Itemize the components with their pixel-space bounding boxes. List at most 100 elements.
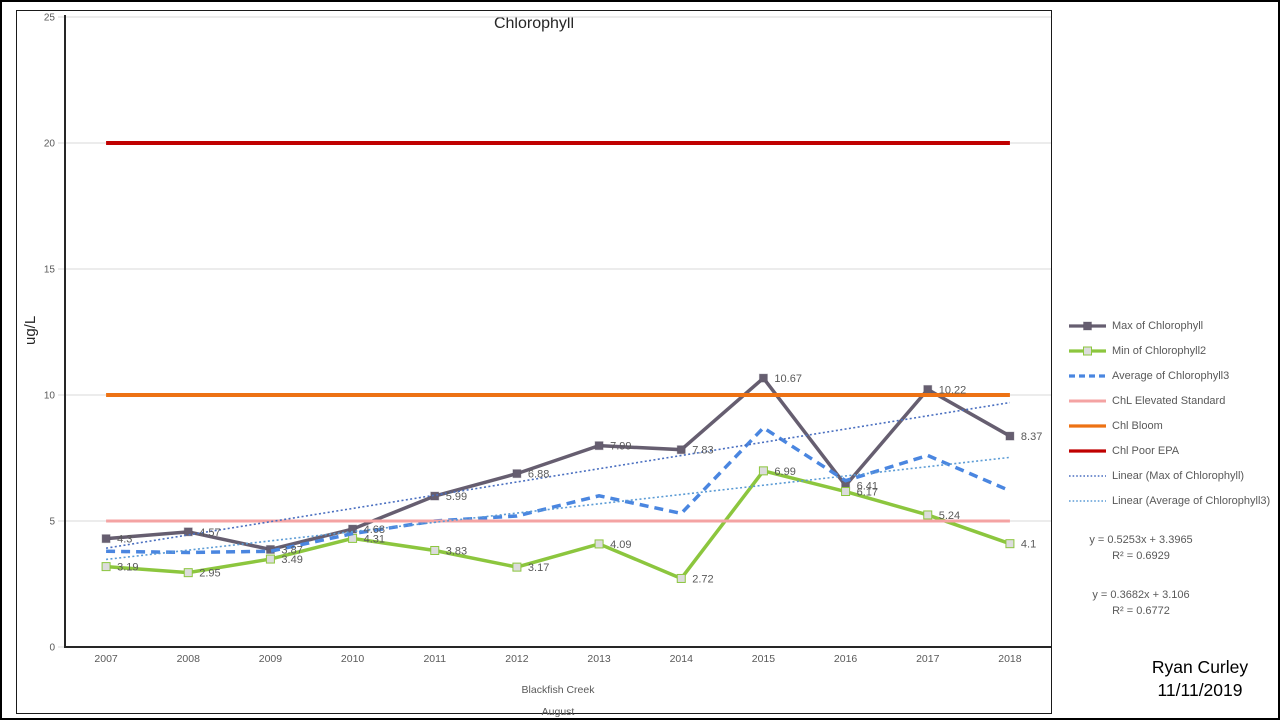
x-tick-label: 2014 bbox=[670, 653, 694, 665]
y-tick-label: 25 bbox=[44, 13, 56, 24]
series-average-of-chlorophyll3 bbox=[106, 425, 1011, 555]
x-tick-label: 2008 bbox=[177, 653, 201, 665]
x-tick-label: 2015 bbox=[752, 653, 776, 665]
data-label: 5.99 bbox=[446, 491, 467, 503]
y-tick-label: 5 bbox=[49, 517, 55, 528]
author-date: 11/11/2019 bbox=[1157, 680, 1243, 700]
series-linear-average-of-chlorophyll3 bbox=[105, 456, 1011, 561]
data-label: 7.83 bbox=[692, 445, 713, 457]
data-label: 4.09 bbox=[610, 539, 631, 551]
data-point-marker bbox=[430, 491, 440, 501]
trendline-equation-average: y = 0.3682x + 3.106 R² = 0.6772 bbox=[1061, 588, 1221, 619]
legend-label: Max of Chlorophyll bbox=[1112, 319, 1204, 332]
data-label: 4.3 bbox=[117, 534, 132, 546]
series-max-of-chlorophyll bbox=[101, 373, 1015, 554]
equation-text: y = 0.3682x + 3.106 bbox=[1092, 589, 1190, 601]
data-point-marker bbox=[512, 562, 522, 572]
legend-item-linear-max-of-chlorophyll: Linear (Max of Chlorophyll) bbox=[1069, 463, 1270, 488]
legend-swatch bbox=[1069, 373, 1106, 378]
data-label: 3.49 bbox=[281, 554, 302, 566]
x-tick-label: 2009 bbox=[259, 653, 283, 665]
x-tick-label: 2013 bbox=[587, 653, 611, 665]
chart-title: Chlorophyll bbox=[493, 15, 575, 32]
data-point-marker bbox=[430, 545, 440, 555]
data-label: 6.17 bbox=[857, 487, 878, 499]
data-point-marker bbox=[841, 487, 851, 497]
data-label: 2.72 bbox=[692, 573, 713, 585]
legend-label: Chl Poor EPA bbox=[1112, 444, 1180, 457]
data-label: 3.83 bbox=[446, 545, 467, 557]
legend-swatch bbox=[1069, 423, 1106, 428]
data-point-marker bbox=[1005, 539, 1015, 549]
y-tick-label: 0 bbox=[49, 643, 55, 654]
x-tick-label: 2018 bbox=[998, 653, 1022, 665]
data-label: 6.88 bbox=[528, 469, 549, 481]
legend-item-average-of-chlorophyll3: Average of Chlorophyll3 bbox=[1069, 363, 1270, 388]
legend-item-chl-poor-epa: Chl Poor EPA bbox=[1069, 438, 1270, 463]
x-axis-sublabel-month: August bbox=[541, 706, 575, 718]
data-label: 10.22 bbox=[939, 384, 967, 396]
data-point-marker bbox=[512, 469, 522, 479]
x-axis-sublabel-location: Blackfish Creek bbox=[521, 684, 595, 696]
y-tick-label: 15 bbox=[44, 265, 56, 276]
x-tick-label: 2016 bbox=[834, 653, 858, 665]
data-point-marker bbox=[183, 527, 193, 537]
legend-label: ChL Elevated Standard bbox=[1112, 394, 1226, 407]
data-point-marker bbox=[101, 562, 111, 572]
legend-label: Chl Bloom bbox=[1112, 419, 1163, 432]
x-tick-label: 2012 bbox=[505, 653, 529, 665]
data-label: 5.24 bbox=[939, 510, 960, 522]
x-tick-label: 2007 bbox=[94, 653, 118, 665]
data-labels: 4.3 4.57 3.87 4.68 5.99 6.88 7.99 7.83 10.67 6.41… bbox=[117, 373, 1042, 585]
data-label: 3.19 bbox=[117, 562, 138, 574]
equation-text: y = 0.5253x + 3.3965 bbox=[1089, 534, 1193, 546]
chart-legend: Max of Chlorophyll Min of Chlorophyll2 Ave… bbox=[1069, 313, 1270, 513]
data-point-marker bbox=[183, 568, 193, 578]
data-point-marker bbox=[1005, 431, 1015, 441]
legend-item-min-of-chlorophyll2: Min of Chlorophyll2 bbox=[1069, 338, 1270, 363]
legend-swatch bbox=[1069, 448, 1106, 453]
data-label: 8.37 bbox=[1021, 431, 1042, 443]
legend-label: Min of Chlorophyll2 bbox=[1112, 344, 1207, 357]
r-squared-text: R² = 0.6929 bbox=[1112, 549, 1170, 562]
x-tick-labels: 2007 2008 2009 2010 2011 2012 2013 2014 2015 2016… bbox=[94, 653, 1021, 665]
chart-frame: Chlorophyll 0 5 10 15 20 25 2007 2008 2009 2010 20… bbox=[16, 10, 1052, 718]
legend-item-chl-bloom: Chl Bloom bbox=[1069, 413, 1270, 438]
data-point-marker bbox=[676, 573, 686, 583]
y-tick-label: 20 bbox=[44, 139, 56, 150]
data-label: 3.87 bbox=[281, 544, 302, 556]
data-point-marker bbox=[265, 554, 275, 564]
series-linear-max-of-chlorophyll bbox=[105, 401, 1011, 549]
legend-swatch bbox=[1069, 499, 1106, 502]
legend-item-chl-elevated-standard: ChL Elevated Standard bbox=[1069, 388, 1270, 413]
legend-item-max-of-chlorophyll: Max of Chlorophyll bbox=[1069, 313, 1270, 338]
legend-item-linear-average-of-chlorophyll3: Linear (Average of Chlorophyll3) bbox=[1069, 488, 1270, 513]
data-point-marker bbox=[758, 373, 768, 383]
x-tick-label: 2011 bbox=[423, 653, 446, 665]
data-point-marker bbox=[923, 384, 933, 394]
x-tick-label: 2010 bbox=[341, 653, 365, 665]
data-point-marker bbox=[594, 441, 604, 451]
data-label: 4.57 bbox=[199, 527, 220, 539]
author-name: Ryan Curley bbox=[1151, 657, 1249, 677]
series-min-of-chlorophyll2 bbox=[101, 466, 1015, 583]
legend-label: Linear (Average of Chlorophyll3) bbox=[1112, 494, 1271, 507]
legend-swatch bbox=[1069, 321, 1106, 330]
trendline-equation-max: y = 0.5253x + 3.3965 R² = 0.6929 bbox=[1061, 533, 1221, 564]
legend-swatch bbox=[1069, 474, 1106, 477]
data-point-marker bbox=[758, 466, 768, 476]
data-point-marker bbox=[676, 445, 686, 455]
data-point-marker bbox=[101, 534, 111, 544]
y-tick-label: 10 bbox=[44, 391, 56, 402]
data-label: 10.67 bbox=[774, 373, 802, 385]
y-axis-title: ug/L bbox=[22, 315, 39, 345]
x-tick-label: 2017 bbox=[916, 653, 940, 665]
data-label: 7.99 bbox=[610, 441, 631, 453]
legend-label: Linear (Max of Chlorophyll) bbox=[1112, 469, 1245, 482]
data-label: 4.1 bbox=[1021, 539, 1036, 551]
legend-label: Average of Chlorophyll3 bbox=[1112, 369, 1230, 382]
author-block: Ryan Curley 11/11/2019 bbox=[1120, 656, 1280, 702]
data-point-marker bbox=[923, 510, 933, 520]
